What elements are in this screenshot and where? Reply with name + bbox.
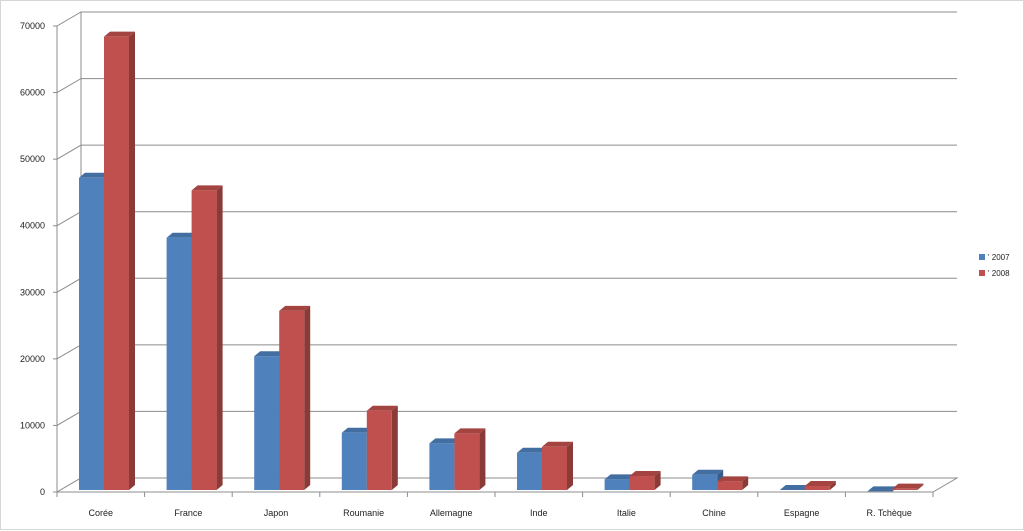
- x-category-label: France: [174, 508, 202, 518]
- bar-top: [804, 481, 836, 487]
- bar: [717, 476, 749, 490]
- x-category-label: Roumanie: [343, 508, 384, 518]
- bar-top: [254, 351, 286, 357]
- bar: [629, 471, 661, 490]
- bar-top: [366, 405, 398, 411]
- bar: [892, 483, 924, 490]
- bar-front: [366, 410, 392, 490]
- bar-top: [279, 305, 311, 311]
- bar: [104, 31, 135, 490]
- bar: [366, 405, 398, 490]
- bar-front: [892, 488, 918, 490]
- bar-top: [191, 185, 223, 191]
- bar-top: [517, 447, 548, 453]
- bar-top: [604, 474, 636, 480]
- bar-front: [279, 310, 305, 490]
- bar-side: [829, 481, 836, 490]
- bar-front: [254, 356, 280, 490]
- bar-front: [191, 190, 217, 490]
- bar-top: [104, 31, 135, 37]
- x-category-label: Espagne: [784, 508, 820, 518]
- legend-item: ' 2007: [979, 249, 1023, 265]
- y-tick-label: 10000: [20, 420, 45, 430]
- y-tick-label: 30000: [20, 287, 45, 297]
- y-tick-label: 20000: [20, 354, 45, 364]
- bar-top: [629, 471, 661, 477]
- bar-top: [429, 438, 461, 444]
- y-tick-label: 50000: [20, 154, 45, 164]
- bar-top: [166, 232, 198, 238]
- bar: [454, 428, 486, 490]
- bar-side: [391, 405, 398, 490]
- bar-front: [717, 481, 743, 490]
- legend-swatch: [979, 270, 985, 276]
- bar-top: [867, 486, 899, 492]
- x-category-label: Allemagne: [430, 508, 473, 518]
- bar-side: [129, 31, 135, 490]
- x-category-label: Inde: [530, 508, 548, 518]
- bar-front: [542, 446, 567, 490]
- bar-side: [216, 185, 223, 490]
- bar-top: [542, 441, 573, 447]
- x-category-label: Italie: [617, 508, 636, 518]
- legend-label: ' 2008: [988, 268, 1010, 278]
- y-tick-label: 70000: [20, 21, 45, 31]
- legend-item: ' 2008: [979, 265, 1023, 281]
- bar-side: [479, 428, 486, 490]
- bar-side: [917, 483, 924, 490]
- y-tick-label: 60000: [20, 88, 45, 98]
- bar-side: [742, 476, 749, 490]
- bar-top: [892, 483, 924, 489]
- legend: ' 2007 ' 2008: [979, 249, 1023, 281]
- x-category-label: Japon: [264, 508, 289, 518]
- gridline: [56, 11, 957, 27]
- bar-top: [692, 469, 724, 475]
- bar: [279, 305, 311, 490]
- bar-front: [804, 486, 830, 490]
- legend-label: ' 2007: [988, 252, 1010, 262]
- bar-side: [567, 441, 573, 490]
- bar: [804, 481, 836, 490]
- bar-side: [654, 471, 661, 490]
- bar-top: [717, 476, 749, 482]
- bar-front: [79, 177, 104, 491]
- bar-front: [629, 476, 655, 490]
- x-category-label: Chine: [702, 508, 726, 518]
- bar-top: [341, 427, 373, 433]
- bar-front: [166, 237, 192, 490]
- bar-front: [341, 432, 367, 490]
- bar-front: [104, 36, 129, 490]
- bar-side: [304, 305, 311, 490]
- bar-front: [429, 443, 455, 490]
- bar-front: [454, 433, 480, 490]
- x-category-label: Corée: [89, 508, 114, 518]
- bar-top: [79, 172, 110, 178]
- bar-front: [692, 474, 718, 490]
- y-tick-label: 0: [40, 487, 45, 497]
- legend-swatch: [979, 254, 985, 260]
- gridline: [56, 78, 957, 94]
- y-tick-label: 40000: [20, 221, 45, 231]
- gridline: [56, 144, 957, 160]
- bar-top: [779, 485, 811, 491]
- x-category-label: R. Tchèque: [867, 508, 912, 518]
- bar: [191, 185, 223, 490]
- bar-top: [454, 428, 486, 434]
- bar-front: [604, 479, 630, 490]
- bars: [79, 31, 924, 492]
- bar: [542, 441, 573, 490]
- bar-front: [517, 452, 542, 490]
